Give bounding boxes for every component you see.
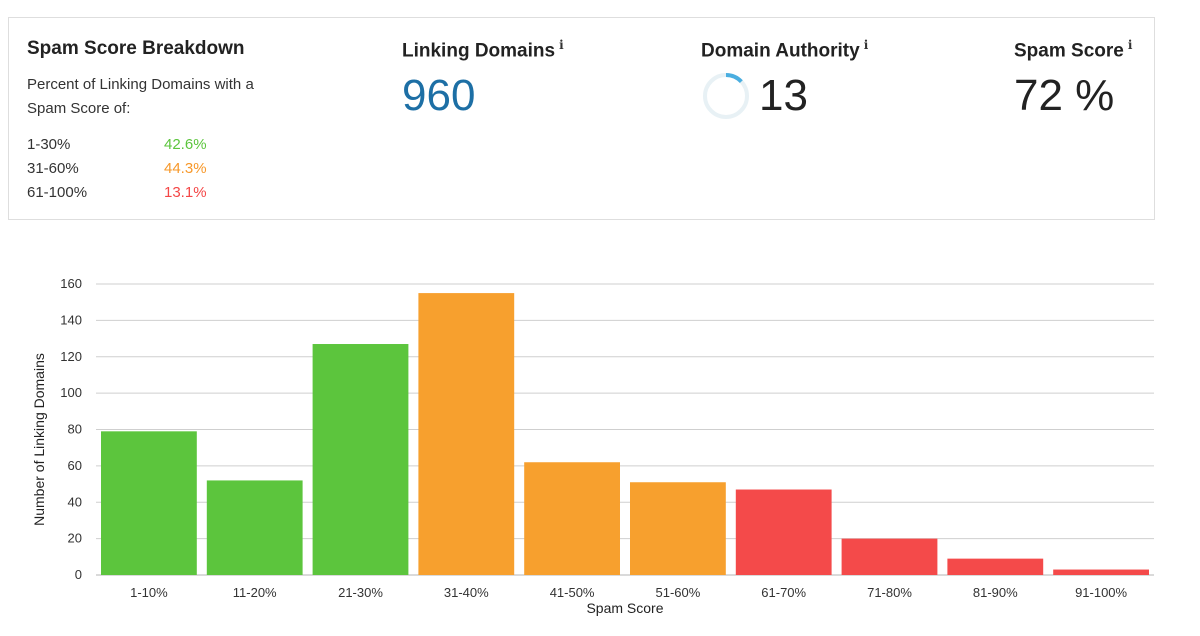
spam-score-title: Spam Score [1014, 40, 1124, 62]
breakdown-description: Percent of Linking Domains with a Spam S… [27, 76, 254, 117]
y-tick-label: 120 [60, 349, 82, 364]
x-tick-label: 41-50% [550, 585, 595, 600]
domain-authority-value: 13 [759, 71, 808, 121]
bar [841, 538, 938, 575]
y-tick-label: 40 [68, 494, 82, 509]
x-tick-label: 1-10% [130, 585, 168, 600]
x-tick-label: 61-70% [761, 585, 806, 600]
bar [312, 344, 409, 575]
x-tick-label: 11-20% [233, 585, 277, 600]
info-icon[interactable]: i [863, 38, 869, 52]
breakdown-title: Spam Score Breakdown [27, 38, 245, 59]
spam-score-metric: Spam Score i 72 % [1014, 38, 1132, 124]
domain-authority-title: Domain Authority [701, 40, 860, 62]
bar [1053, 569, 1149, 575]
y-tick-label: 0 [75, 567, 82, 582]
x-tick-label: 71-80% [867, 585, 912, 600]
range-table: 1-30% 42.6% 31-60% 44.3% 61-100% 13.1% [27, 133, 347, 205]
summary-card: Spam Score Breakdown Percent of Linking … [8, 17, 1155, 220]
info-icon[interactable]: i [559, 38, 564, 52]
range-percent: 42.6% [164, 136, 207, 153]
x-tick-label: 21-30% [338, 585, 383, 600]
y-tick-label: 140 [60, 312, 82, 327]
x-tick-label: 81-90% [973, 585, 1018, 600]
spam-score-breakdown: Spam Score Breakdown Percent of Linking … [27, 38, 347, 205]
y-axis-title: Number of Linking Domains [31, 353, 47, 526]
x-tick-label: 31-40% [444, 585, 489, 600]
y-tick-label: 60 [68, 458, 82, 473]
ring-progress [703, 73, 749, 120]
range-label: 1-30% [27, 136, 71, 153]
spam-score-chart: 0 20 40 60 80 100 120 140 160 1-10% 11-20% 21-30% 31… [31, 276, 1154, 616]
range-label: 61-100% [27, 184, 88, 201]
linking-domains-metric: Linking Domains i 960 [402, 38, 564, 124]
range-row: 61-100% 13.1% [27, 181, 347, 205]
range-percent: 13.1% [164, 184, 207, 201]
range-label: 31-60% [27, 160, 79, 177]
linking-domains-title: Linking Domains [402, 40, 556, 62]
y-tick-label: 160 [60, 276, 82, 291]
x-tick-label: 91-100% [1075, 585, 1127, 600]
bar [206, 480, 303, 575]
y-tick-label: 80 [68, 422, 82, 437]
info-icon[interactable]: i [1127, 38, 1133, 52]
spam-score-value: 72 % [1014, 71, 1115, 121]
bar [630, 482, 726, 575]
range-row: 31-60% 44.3% [27, 157, 347, 181]
bar [947, 558, 1044, 575]
x-axis-title: Spam Score [586, 600, 663, 616]
y-tick-label: 20 [68, 531, 82, 546]
linking-domains-value: 960 [402, 71, 476, 121]
range-percent: 44.3% [164, 160, 207, 177]
y-tick-label: 100 [60, 385, 82, 400]
bar [524, 462, 620, 575]
bar [735, 489, 832, 575]
bar [101, 431, 197, 575]
range-row: 1-30% 42.6% [27, 133, 347, 157]
bar [418, 293, 515, 575]
domain-authority-metric: Domain Authority i 13 [701, 38, 868, 124]
x-tick-label: 51-60% [655, 585, 700, 600]
domain-authority-ring [703, 73, 749, 120]
